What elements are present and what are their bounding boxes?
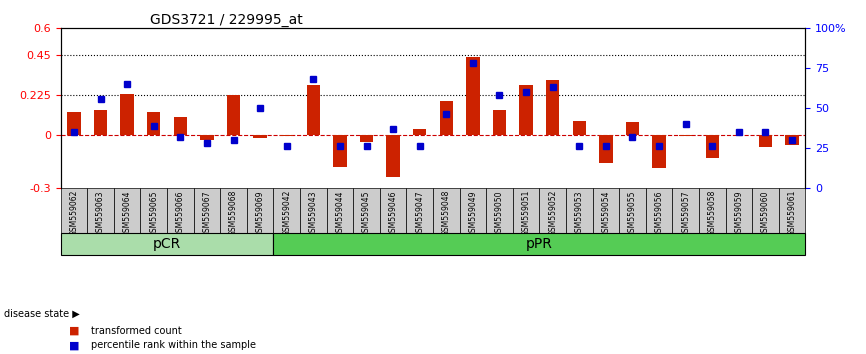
FancyBboxPatch shape (406, 188, 433, 233)
FancyBboxPatch shape (566, 188, 592, 233)
Text: GSM559042: GSM559042 (282, 190, 291, 236)
FancyBboxPatch shape (87, 188, 113, 233)
Text: GSM559057: GSM559057 (682, 190, 690, 236)
FancyBboxPatch shape (247, 188, 274, 233)
Text: GSM559056: GSM559056 (655, 190, 663, 236)
Bar (546, 80, 559, 135)
Text: GSM559054: GSM559054 (601, 190, 611, 236)
Bar (599, 135, 612, 163)
FancyBboxPatch shape (699, 188, 726, 233)
FancyBboxPatch shape (779, 188, 805, 233)
Bar (254, 135, 267, 138)
Bar (440, 101, 453, 135)
Text: pCR: pCR (153, 237, 181, 251)
Text: GSM559050: GSM559050 (495, 190, 504, 236)
Text: transformed count: transformed count (91, 326, 182, 336)
Text: GSM559048: GSM559048 (442, 190, 451, 236)
FancyBboxPatch shape (672, 188, 699, 233)
Bar (120, 94, 133, 135)
Text: pPR: pPR (526, 237, 553, 251)
Bar (386, 135, 400, 177)
Text: GSM559069: GSM559069 (255, 190, 265, 236)
FancyBboxPatch shape (753, 188, 779, 233)
FancyBboxPatch shape (194, 188, 220, 233)
Bar (333, 135, 346, 167)
FancyBboxPatch shape (460, 188, 486, 233)
Text: GSM559043: GSM559043 (309, 190, 318, 236)
FancyBboxPatch shape (433, 188, 460, 233)
FancyBboxPatch shape (380, 188, 406, 233)
FancyBboxPatch shape (61, 188, 87, 233)
Bar (493, 110, 506, 135)
Bar (785, 135, 798, 145)
Text: GSM559062: GSM559062 (69, 190, 79, 236)
Text: disease state ▶: disease state ▶ (4, 308, 80, 318)
FancyBboxPatch shape (300, 188, 326, 233)
FancyBboxPatch shape (113, 188, 140, 233)
Text: GSM559059: GSM559059 (734, 190, 743, 236)
Text: GSM559044: GSM559044 (335, 190, 345, 236)
Bar (360, 135, 373, 142)
Text: GSM559065: GSM559065 (149, 190, 158, 236)
Text: GSM559055: GSM559055 (628, 190, 637, 236)
FancyBboxPatch shape (513, 188, 540, 233)
Text: GSM559061: GSM559061 (787, 190, 797, 236)
Text: GSM559046: GSM559046 (389, 190, 397, 236)
FancyBboxPatch shape (353, 188, 380, 233)
Bar (174, 117, 187, 135)
Bar (227, 95, 240, 135)
Bar (466, 57, 480, 135)
Text: GDS3721 / 229995_at: GDS3721 / 229995_at (150, 13, 303, 27)
Text: GSM559063: GSM559063 (96, 190, 105, 236)
Bar (200, 135, 214, 140)
FancyBboxPatch shape (592, 188, 619, 233)
Bar (652, 135, 666, 169)
FancyBboxPatch shape (619, 188, 646, 233)
FancyBboxPatch shape (140, 188, 167, 233)
Text: GSM559052: GSM559052 (548, 190, 557, 236)
Text: GSM559051: GSM559051 (521, 190, 531, 236)
Text: ■: ■ (69, 326, 80, 336)
Bar (572, 120, 586, 135)
Text: GSM559049: GSM559049 (469, 190, 477, 236)
Bar (94, 110, 107, 135)
Bar (626, 122, 639, 135)
Bar (307, 85, 320, 135)
FancyBboxPatch shape (486, 188, 513, 233)
Text: GSM559060: GSM559060 (761, 190, 770, 236)
Text: GSM559058: GSM559058 (708, 190, 717, 236)
Text: GSM559053: GSM559053 (575, 190, 584, 236)
Bar (759, 135, 772, 147)
Bar (68, 112, 81, 135)
Text: GSM559068: GSM559068 (229, 190, 238, 236)
Text: GSM559067: GSM559067 (203, 190, 211, 236)
FancyBboxPatch shape (61, 233, 274, 255)
FancyBboxPatch shape (274, 188, 300, 233)
Text: GSM559045: GSM559045 (362, 190, 371, 236)
FancyBboxPatch shape (726, 188, 753, 233)
Text: GSM559066: GSM559066 (176, 190, 184, 236)
Text: GSM559047: GSM559047 (415, 190, 424, 236)
Bar (413, 129, 426, 135)
FancyBboxPatch shape (326, 188, 353, 233)
Bar (679, 135, 692, 136)
FancyBboxPatch shape (540, 188, 566, 233)
Text: GSM559064: GSM559064 (123, 190, 132, 236)
FancyBboxPatch shape (167, 188, 194, 233)
FancyBboxPatch shape (220, 188, 247, 233)
Text: percentile rank within the sample: percentile rank within the sample (91, 340, 256, 350)
Text: ■: ■ (69, 340, 80, 350)
Bar (706, 135, 719, 158)
Bar (520, 85, 533, 135)
FancyBboxPatch shape (646, 188, 672, 233)
Bar (147, 112, 160, 135)
FancyBboxPatch shape (274, 233, 805, 255)
Bar (280, 135, 294, 136)
